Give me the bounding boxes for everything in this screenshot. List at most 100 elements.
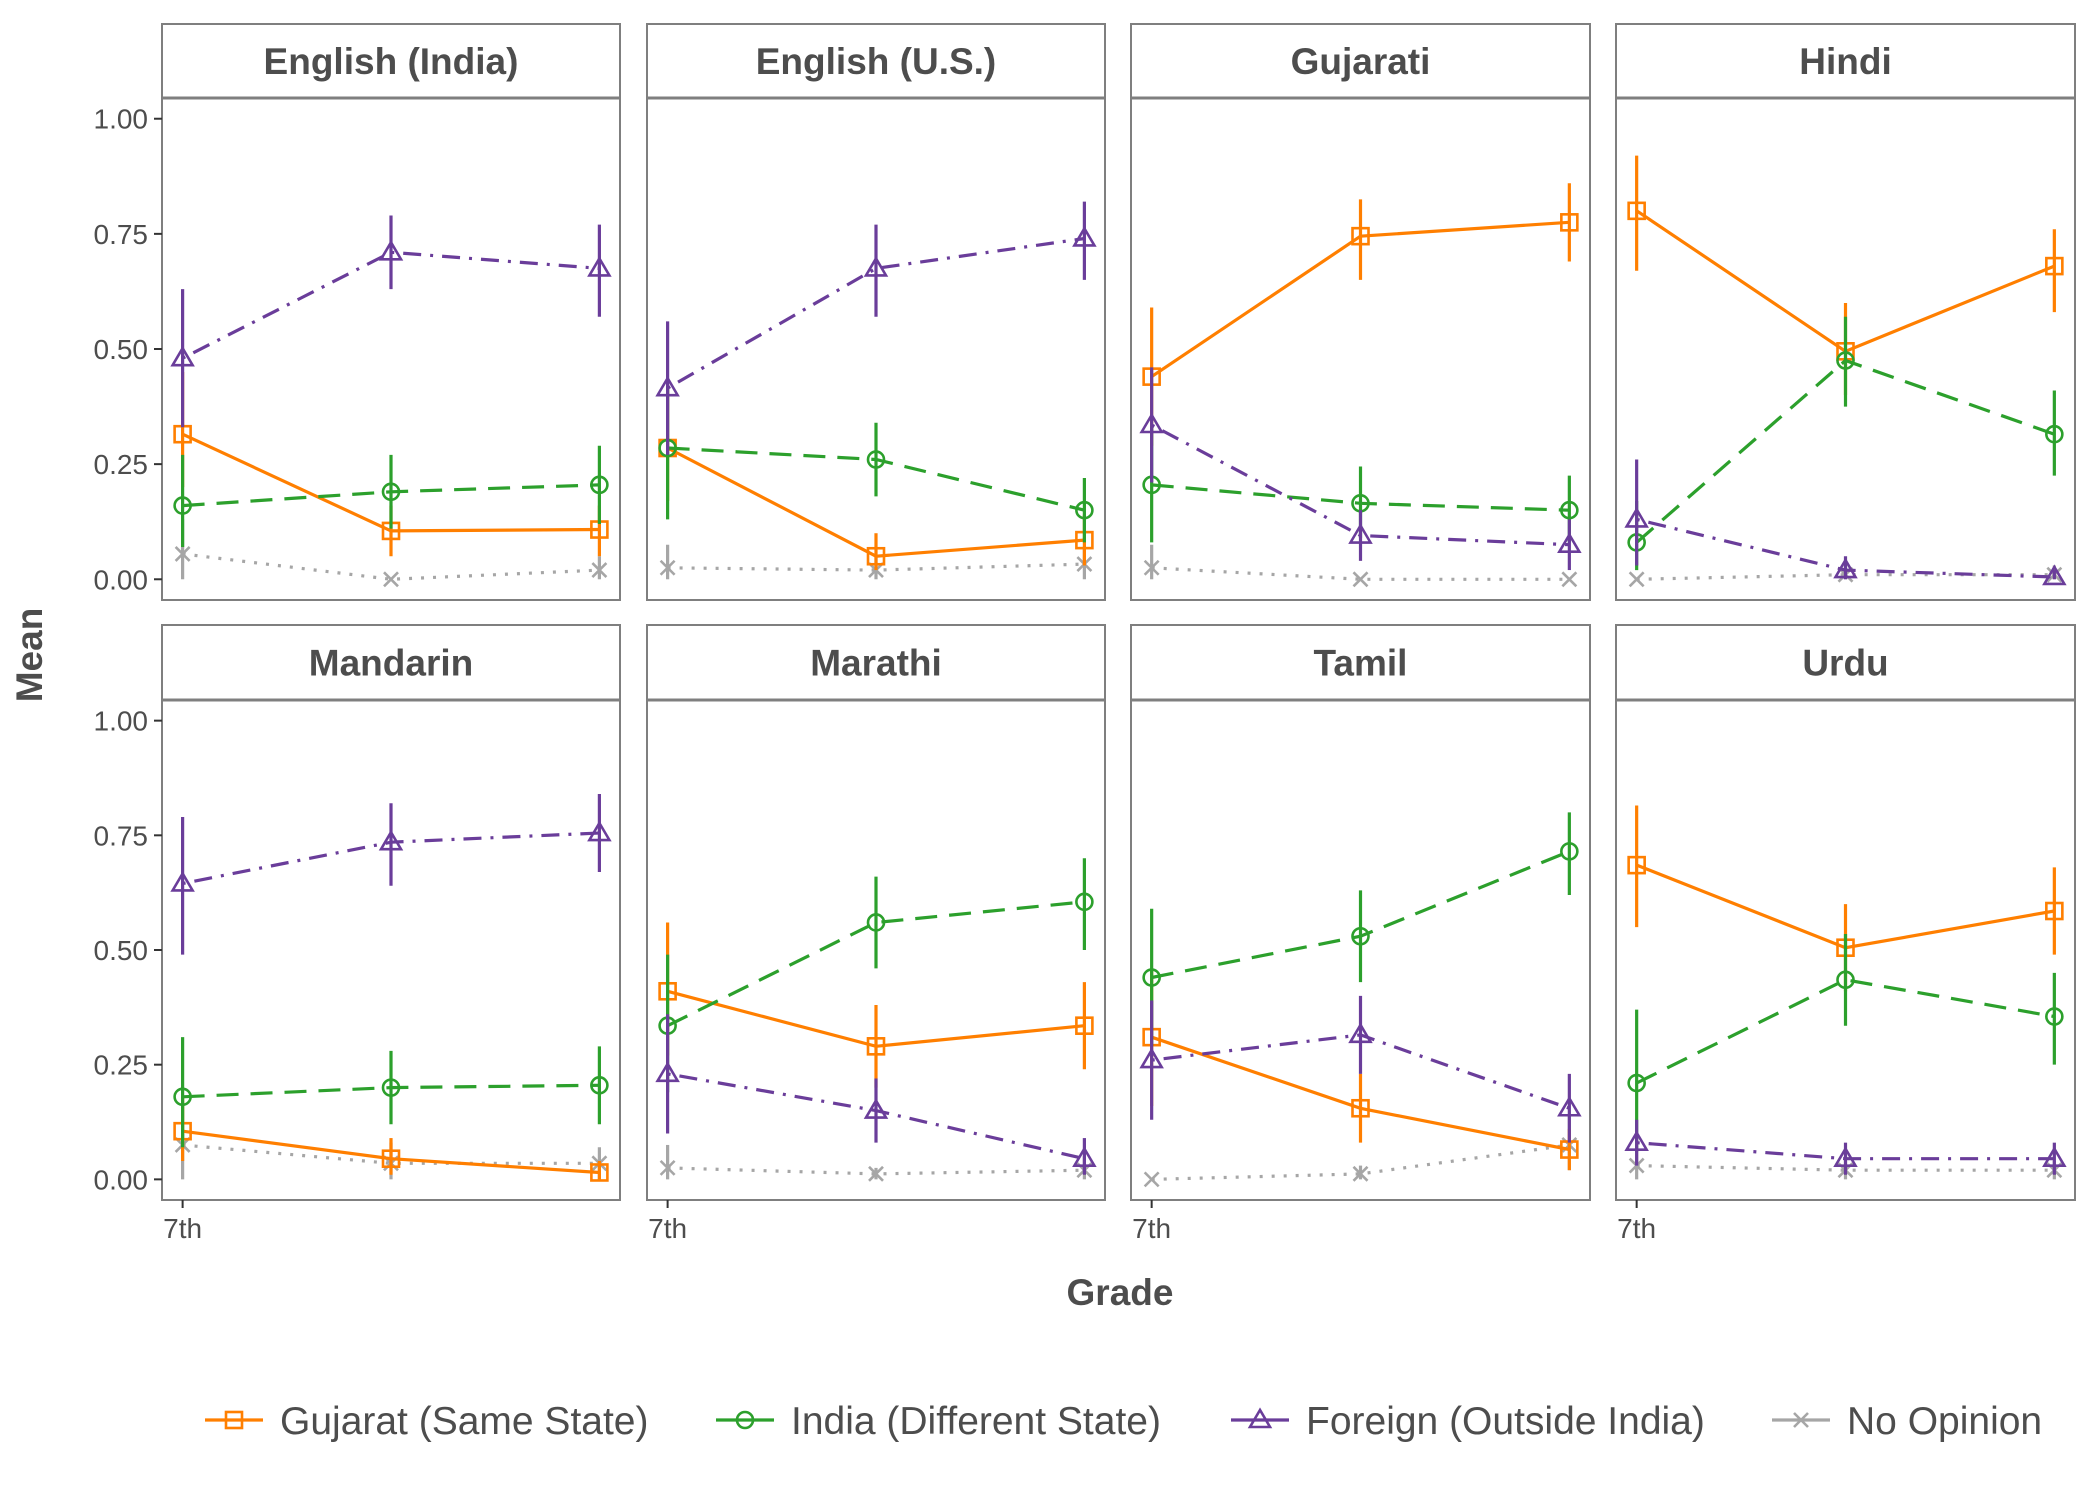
panel-plot-border (161, 699, 621, 1201)
series-india-different-state (173, 1037, 609, 1148)
series-foreign-outside-india (655, 1014, 1097, 1175)
panel-title: Tamil (1314, 643, 1408, 684)
data-point-x (1561, 571, 1578, 588)
panel-strip (646, 23, 1106, 99)
series-india-different-state (1627, 933, 2064, 1152)
series-line (1635, 978, 2055, 1085)
data-point-triangle (863, 255, 889, 277)
series-line (1636, 1164, 2055, 1172)
x-tick-label: 7th (163, 1213, 202, 1244)
data-point-triangle (1557, 1095, 1582, 1117)
series-line (1636, 573, 2055, 581)
series-gujarat-same-state (1142, 183, 1579, 446)
data-point-triangle (1139, 1047, 1164, 1069)
series-foreign-outside-india (1624, 459, 2067, 586)
legend-item-no-opinion: No Opinion (1772, 1400, 2042, 1443)
data-point-circle (866, 913, 886, 932)
series-india-different-state (658, 385, 1094, 543)
series-foreign-outside-india (1624, 1119, 2067, 1175)
series-foreign-outside-india (655, 201, 1097, 455)
legend-key-circle (735, 1410, 755, 1430)
data-point-circle (1075, 500, 1094, 520)
data-point-circle (590, 1076, 609, 1095)
series-line (1151, 1143, 1570, 1181)
series-line (666, 236, 1085, 390)
data-point-triangle (655, 375, 680, 397)
legend-label: Gujarat (Same State) (280, 1400, 648, 1443)
panel-plot-border (646, 699, 1106, 1201)
series-line (1636, 1141, 2055, 1161)
data-point-triangle (1348, 522, 1373, 544)
series-line (1636, 517, 2055, 579)
series-line (1635, 358, 2055, 544)
y-tick-label: 0.75 (94, 820, 149, 851)
legend-key-square (224, 1410, 244, 1430)
data-point-x (1352, 571, 1369, 588)
data-point-triangle (1072, 225, 1097, 247)
panel-strip (646, 624, 1106, 701)
data-point-circle (1560, 500, 1579, 520)
legend-item-foreign-outside-india: Foreign (Outside India) (1231, 1400, 1705, 1443)
legend-label: Foreign (Outside India) (1306, 1400, 1705, 1443)
data-point-circle (1142, 968, 1161, 987)
panel-english-india: English (India) 0.00 0.25 0.50 0.75 1.00 (94, 23, 621, 601)
series-line (181, 432, 600, 533)
panel-strip (1130, 624, 1591, 701)
series-line (182, 1129, 600, 1175)
x-tick-label: 7th (648, 1213, 687, 1244)
series-line (182, 1083, 600, 1099)
data-point-triangle (1072, 1146, 1097, 1168)
y-tick-label: 0.00 (94, 1164, 149, 1195)
x-tick-label: 7th (1132, 1213, 1171, 1244)
data-point-triangle (1624, 506, 1649, 528)
data-point-triangle (378, 239, 404, 261)
data-point-triangle (1348, 1022, 1373, 1044)
x-axis-title: Grade (1067, 1272, 1174, 1313)
panel-english-u-s: English (U.S.) (646, 23, 1106, 601)
panel-tamil: Tamil 7th (1130, 624, 1591, 1244)
legend-item-india-different-state: India (Different State) (716, 1400, 1161, 1443)
series-line (1151, 1035, 1570, 1152)
series-line (666, 446, 1085, 558)
data-point-x (591, 562, 608, 578)
data-point-triangle (2042, 1146, 2067, 1168)
data-point-x (659, 1159, 676, 1176)
series-line (1151, 483, 1570, 512)
panel-title: English (U.S.) (756, 41, 997, 82)
x-tick-label: 7th (1617, 1213, 1656, 1244)
data-point-triangle (1624, 1130, 1649, 1151)
panel-mandarin: Mandarin 0.00 0.25 0.50 0.75 1.00 7th (94, 624, 621, 1244)
data-point-x (1628, 571, 1645, 588)
panel-title: Urdu (1802, 643, 1888, 684)
series-line (667, 989, 1085, 1048)
y-axis-title: Mean (9, 608, 50, 703)
y-tick-label: 0.00 (94, 564, 149, 595)
legend-label: India (Different State) (791, 1400, 1161, 1443)
data-point-x (659, 559, 676, 576)
data-point-circle (381, 1078, 401, 1097)
data-point-square (1627, 855, 1646, 875)
legend-key-triangle (1247, 1407, 1273, 1429)
data-point-square (1560, 213, 1579, 232)
series-line (667, 1072, 1085, 1161)
panel-hindi: Hindi (1615, 23, 2076, 601)
series-line (182, 483, 600, 508)
panel-plot-border (1615, 699, 2076, 1201)
data-point-triangle (1557, 532, 1582, 554)
series-no-opinion (659, 1144, 1093, 1182)
y-tick-label: 0.25 (94, 1050, 149, 1081)
data-point-x (1143, 559, 1160, 576)
series-line (182, 552, 600, 581)
data-point-circle (1560, 842, 1579, 861)
panel-plot-border (1130, 699, 1591, 1201)
panel-marathi: Marathi 7th (646, 624, 1106, 1244)
data-point-triangle (1833, 1146, 1858, 1168)
panel-plot-border (646, 97, 1106, 601)
panel-title: Hindi (1799, 41, 1891, 82)
data-point-square (1351, 226, 1370, 246)
data-point-x (383, 571, 399, 588)
series-line (181, 250, 600, 360)
data-point-square (2045, 256, 2064, 276)
series-line (1151, 849, 1570, 980)
